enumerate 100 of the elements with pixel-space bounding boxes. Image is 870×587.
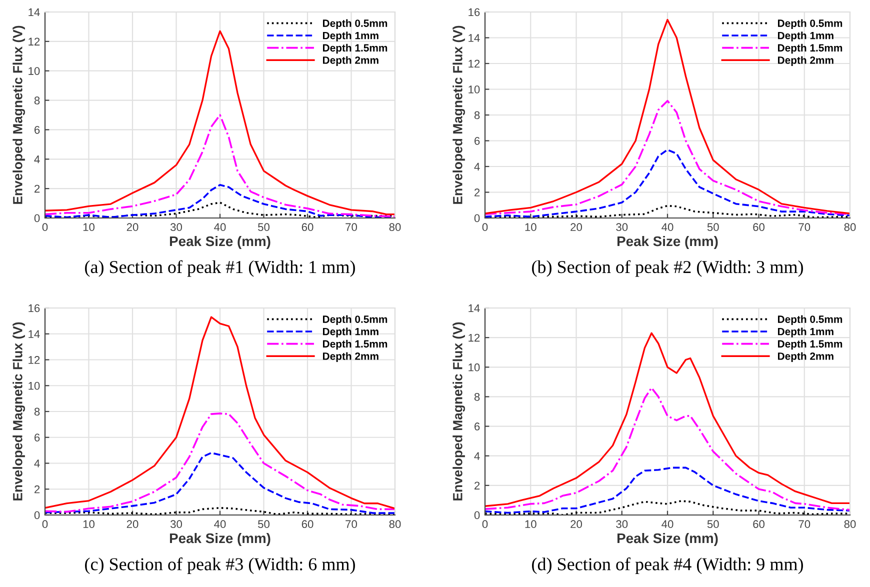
y-tick-label: 14: [28, 8, 40, 16]
x-tick-label: 40: [662, 223, 674, 232]
text: (c) Section of peak #3 (Width: 6 mm): [85, 557, 355, 574]
y-tick-label: 8: [34, 96, 40, 104]
y-tick-label: 6: [474, 422, 480, 430]
x-tick-label: 60: [753, 223, 764, 232]
y-tick-label: 8: [34, 408, 40, 416]
y-tick-label: 0: [34, 511, 40, 520]
legend-label: Depth 0.5mm: [323, 19, 388, 29]
legend-label: Depth 1mm: [323, 32, 378, 42]
y-tick-label: 6: [474, 137, 480, 145]
x-tick-label: 10: [525, 520, 536, 528]
y-tick-label: 10: [468, 86, 480, 94]
x-tick-label: 70: [798, 223, 810, 232]
x-tick-label: 20: [570, 223, 582, 232]
x-tick-label: 60: [302, 520, 314, 528]
x-axis-title: Peak Size (mm): [617, 532, 718, 546]
x-tick-label: 10: [83, 223, 94, 232]
x-tick-label: 70: [798, 520, 810, 528]
y-tick-label: 6: [34, 434, 40, 442]
x-tick-label: 80: [844, 520, 856, 528]
x-tick-label: 30: [616, 520, 628, 528]
line-series: [45, 30, 395, 216]
x-tick-label: 50: [258, 223, 270, 232]
legend-label: Depth 0.5mm: [778, 19, 842, 29]
y-tick-label: 12: [28, 38, 40, 46]
legend-label: Depth 0.5mm: [323, 315, 388, 325]
legend-label: Depth 1.5mm: [323, 44, 388, 54]
x-tick-label: 20: [126, 520, 138, 528]
line-series: [45, 412, 395, 513]
x-tick-label: 20: [570, 520, 582, 528]
x-tick-label: 0: [42, 223, 48, 232]
y-axis-title: Enveloped Magnetic Flux (V): [452, 26, 466, 204]
y-tick-label: 10: [28, 382, 40, 390]
x-axis-title: Peak Size (mm): [170, 236, 270, 249]
y-tick-label: 0: [474, 511, 480, 520]
x-tick-label: 30: [170, 520, 182, 528]
legend-label: Depth 0.5mm: [778, 315, 842, 325]
y-tick-label: 8: [474, 111, 480, 120]
x-tick-label: 40: [662, 520, 674, 528]
y-tick-label: 10: [468, 363, 480, 372]
y-tick-label: 14: [28, 330, 40, 338]
x-tick-label: 70: [346, 223, 357, 232]
y-axis-title: Enveloped Magnetic Flux (V): [12, 26, 26, 204]
x-tick-label: 80: [844, 223, 856, 232]
y-tick-label: 16: [28, 304, 40, 312]
x-axis-title: Peak Size (mm): [170, 532, 270, 546]
x-tick-label: 80: [389, 223, 401, 232]
y-tick-label: 12: [468, 60, 480, 68]
legend-label: Depth 2mm: [323, 56, 378, 66]
y-tick-label: 14: [468, 304, 480, 312]
x-axis-title: Peak Size (mm): [617, 236, 718, 249]
y-tick-label: 10: [28, 67, 40, 75]
x-tick-label: 10: [525, 223, 536, 232]
text: (a) Section of peak #1 (Width: 1 mm): [85, 260, 355, 277]
x-tick-label: 60: [753, 520, 764, 528]
y-tick-label: 4: [474, 452, 480, 460]
y-tick-label: 16: [468, 8, 480, 16]
line-series: [45, 316, 395, 510]
x-tick-label: 50: [258, 520, 270, 528]
y-tick-label: 2: [34, 485, 40, 494]
x-tick-label: 0: [482, 223, 488, 232]
x-tick-label: 20: [126, 223, 138, 232]
x-tick-label: 40: [214, 520, 226, 528]
x-tick-label: 30: [170, 223, 182, 232]
legend-label: Depth 1mm: [323, 328, 378, 338]
legend-label: Depth 2mm: [323, 352, 378, 362]
y-tick-label: 4: [34, 156, 40, 164]
y-tick-label: 0: [474, 214, 480, 222]
legend-label: Depth 1mm: [778, 32, 834, 42]
y-tick-label: 8: [474, 392, 480, 401]
legend-label: Depth 1.5mm: [323, 340, 388, 350]
x-tick-label: 50: [707, 223, 719, 232]
y-tick-label: 0: [34, 214, 40, 222]
x-tick-label: 80: [389, 520, 401, 528]
y-tick-label: 6: [34, 126, 40, 134]
y-tick-label: 14: [468, 34, 480, 42]
x-tick-label: 70: [346, 520, 357, 528]
y-tick-label: 4: [34, 460, 40, 468]
y-tick-label: 2: [474, 188, 480, 196]
y-axis-title: Enveloped Magnetic Flux (V): [452, 322, 466, 500]
y-tick-label: 2: [474, 482, 480, 490]
text: (b) Section of peak #2 (Width: 3 mm): [532, 260, 803, 277]
x-tick-label: 60: [302, 223, 314, 232]
x-tick-label: 0: [42, 520, 48, 528]
legend-label: Depth 2mm: [778, 352, 834, 362]
text: (d) Section of peak #4 (Width: 9 mm): [532, 557, 803, 574]
legend-label: Depth 1.5mm: [778, 340, 842, 350]
x-tick-label: 50: [707, 520, 719, 528]
x-tick-label: 0: [482, 520, 488, 528]
x-tick-label: 40: [214, 223, 226, 232]
legend-label: Depth 1.5mm: [778, 44, 842, 54]
line-series: [485, 386, 850, 511]
y-axis-title: Enveloped Magnetic Flux (V): [12, 322, 26, 500]
line-series: [485, 100, 850, 216]
line-series: [485, 18, 850, 214]
y-tick-label: 12: [468, 334, 480, 342]
legend-label: Depth 2mm: [778, 56, 834, 66]
y-tick-label: 4: [474, 162, 480, 171]
legend-label: Depth 1mm: [778, 328, 834, 338]
